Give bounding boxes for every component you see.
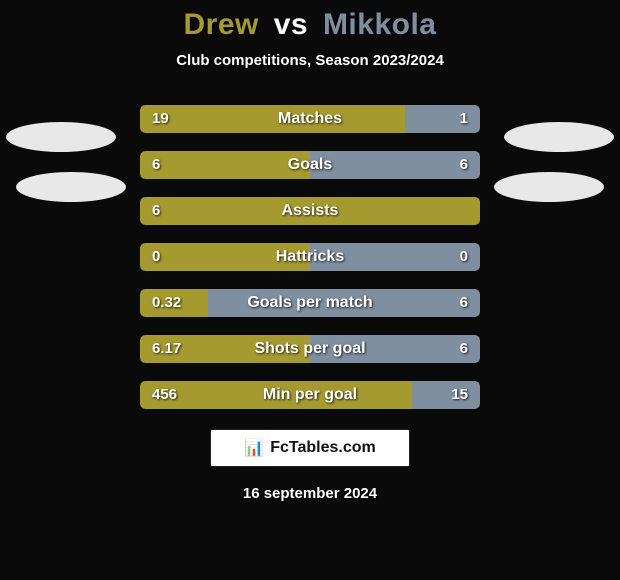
decor-ellipse xyxy=(504,122,614,152)
stat-label: Goals per match xyxy=(140,289,480,317)
player2-name: Mikkola xyxy=(323,8,437,41)
stat-row: 0.326Goals per match xyxy=(140,289,480,317)
player1-name: Drew xyxy=(184,8,259,41)
stat-row: 45615Min per goal xyxy=(140,381,480,409)
decor-ellipse xyxy=(494,172,604,202)
stat-label: Hattricks xyxy=(140,243,480,271)
subtitle: Club competitions, Season 2023/2024 xyxy=(0,52,620,69)
stat-row: 66Goals xyxy=(140,151,480,179)
stat-label: Min per goal xyxy=(140,381,480,409)
stat-row: 6Assists xyxy=(140,197,480,225)
stat-row: 191Matches xyxy=(140,105,480,133)
stat-label: Goals xyxy=(140,151,480,179)
vs-label: vs xyxy=(274,8,308,41)
page-title: Drew vs Mikkola xyxy=(0,8,620,42)
comparison-card: Drew vs Mikkola Club competitions, Seaso… xyxy=(0,0,620,580)
source-badge[interactable]: 📊 FcTables.com xyxy=(210,429,410,467)
stat-label: Assists xyxy=(140,197,480,225)
stat-label: Matches xyxy=(140,105,480,133)
stat-row: 6.176Shots per goal xyxy=(140,335,480,363)
decor-ellipse xyxy=(16,172,126,202)
stat-row: 00Hattricks xyxy=(140,243,480,271)
badge-text: FcTables.com xyxy=(270,439,376,457)
stats-rows: 191Matches 66Goals 6Assists 00Hattricks 0.32… xyxy=(140,105,480,409)
stat-label: Shots per goal xyxy=(140,335,480,363)
date-label: 16 september 2024 xyxy=(0,485,620,502)
decor-ellipse xyxy=(6,122,116,152)
chart-icon: 📊 xyxy=(244,438,264,458)
